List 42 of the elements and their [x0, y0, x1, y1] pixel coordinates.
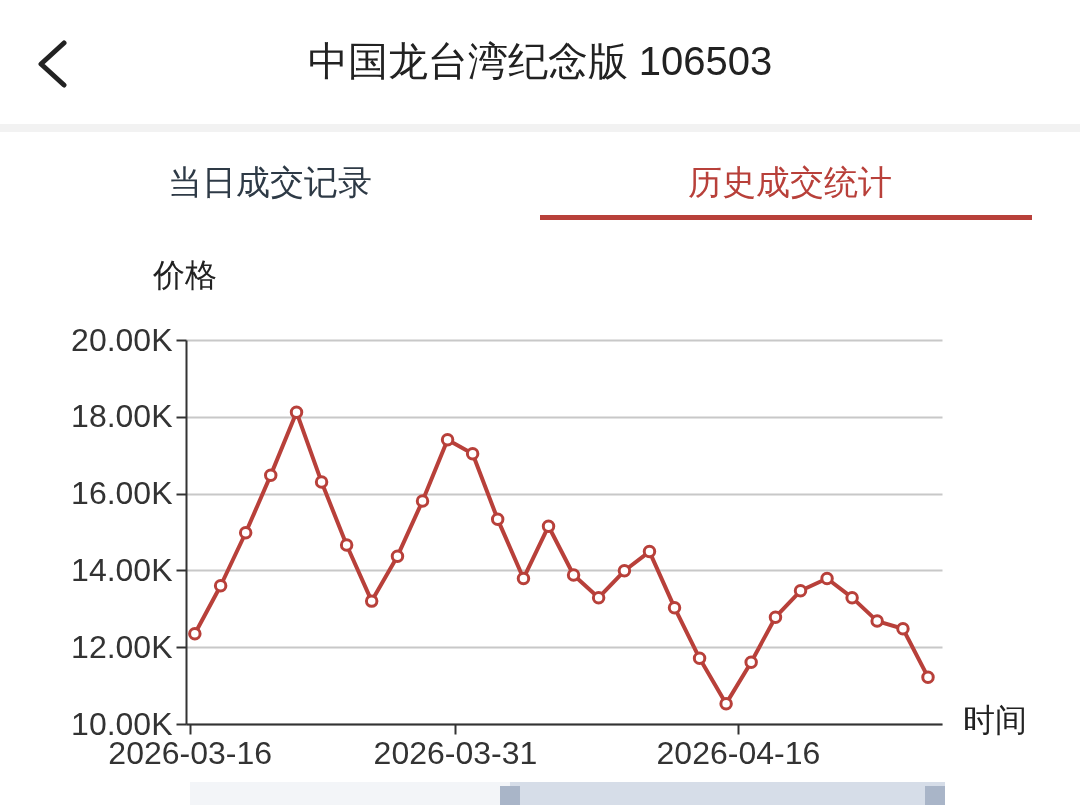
- point: [339, 538, 354, 552]
- x-tick-label: 2026-03-31: [373, 734, 538, 771]
- point: [364, 594, 379, 608]
- text: 当日成交记录: [167, 162, 373, 203]
- point: [415, 494, 430, 508]
- point: [465, 446, 480, 461]
- point: [188, 627, 202, 641]
- point: [692, 651, 707, 666]
- chart-title: 中国龙台湾纪念版 106503: [306, 38, 774, 85]
- point: [390, 549, 405, 563]
- point: [744, 655, 758, 669]
- y-tick-label: 14.00K: [71, 551, 173, 588]
- text: 历史成交统计: [687, 162, 893, 203]
- point: [845, 590, 859, 605]
- point: [642, 544, 657, 559]
- y-tick-label: 18.00K: [71, 398, 173, 435]
- point: [566, 568, 581, 582]
- point: [793, 584, 808, 598]
- point: [667, 600, 682, 615]
- point: [820, 571, 834, 586]
- y-axis-title: 价格: [151, 256, 217, 293]
- point: [490, 512, 505, 527]
- point: [921, 670, 935, 684]
- x-tick-label: 2026-04-16: [656, 734, 821, 771]
- x-axis-title: 时间: [962, 701, 1027, 738]
- point: [896, 622, 910, 636]
- point: [617, 564, 632, 578]
- point: [263, 468, 278, 482]
- point: [719, 696, 733, 711]
- point: [289, 405, 304, 419]
- point: [213, 579, 228, 593]
- point: [516, 571, 531, 586]
- y-tick-label: 20.00K: [71, 321, 173, 358]
- y-tick-label: 16.00K: [71, 475, 173, 512]
- point: [440, 433, 455, 447]
- point: [238, 526, 253, 540]
- point: [314, 475, 329, 489]
- point: [768, 610, 783, 624]
- point: [591, 590, 606, 605]
- y-tick-label: 12.00K: [71, 628, 173, 665]
- point: [541, 519, 556, 533]
- point: [870, 614, 884, 628]
